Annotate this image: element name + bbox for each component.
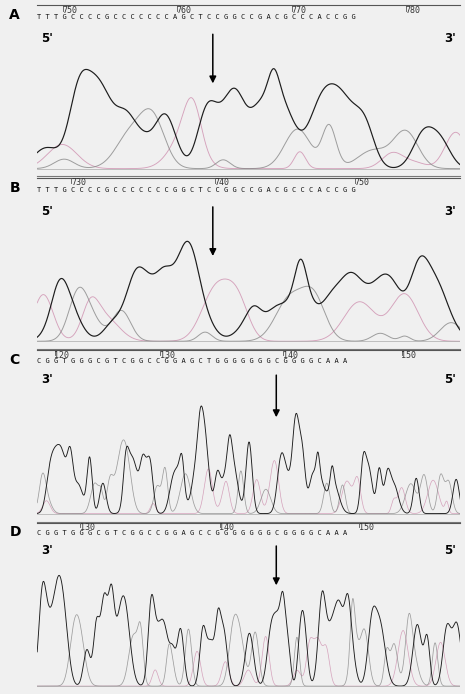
Text: 120: 120: [54, 350, 69, 359]
Text: 3': 3': [41, 544, 53, 557]
Text: 750: 750: [63, 6, 78, 15]
Text: D: D: [9, 525, 21, 539]
Text: 140: 140: [283, 350, 298, 359]
Text: 150: 150: [401, 350, 416, 359]
Text: 730: 730: [71, 178, 86, 187]
Text: B: B: [9, 181, 20, 195]
Text: 5': 5': [444, 373, 456, 386]
Text: 140: 140: [219, 523, 234, 532]
Text: 5': 5': [41, 205, 53, 217]
Text: T T T G C C C C G C C C C C C C A G C T C C G G C C G A C G C C C A C C G G: T T T G C C C C G C C C C C C C A G C T …: [37, 14, 356, 20]
Text: C G G T G G G C G T C G G C C G G A G C T G G G G G G G C G G G G C A A A: C G G T G G G C G T C G G C C G G A G C …: [37, 358, 347, 364]
Text: 780: 780: [405, 6, 420, 15]
Text: 3': 3': [445, 205, 456, 217]
Text: T T T G C C C C G C C C C C C C G G C T C C G G C C G A C G C C C A C C G G: T T T G C C C C G C C C C C C C G G C T …: [37, 187, 356, 193]
Text: C G G T G G G C G T C G G C C G G A G C C G G G G G G G C G G G G C A A A: C G G T G G G C G T C G G C C G G A G C …: [37, 530, 347, 536]
Text: 5': 5': [41, 32, 53, 45]
Text: 770: 770: [291, 6, 306, 15]
Text: 3': 3': [41, 373, 53, 386]
Text: 3': 3': [445, 32, 456, 45]
Text: A: A: [9, 8, 20, 22]
Text: 150: 150: [359, 523, 374, 532]
Text: 740: 740: [215, 178, 230, 187]
Text: 130: 130: [160, 350, 175, 359]
Text: 5': 5': [444, 544, 456, 557]
Text: 130: 130: [80, 523, 94, 532]
Text: C: C: [9, 353, 20, 367]
Text: 760: 760: [177, 6, 192, 15]
Text: 750: 750: [354, 178, 370, 187]
